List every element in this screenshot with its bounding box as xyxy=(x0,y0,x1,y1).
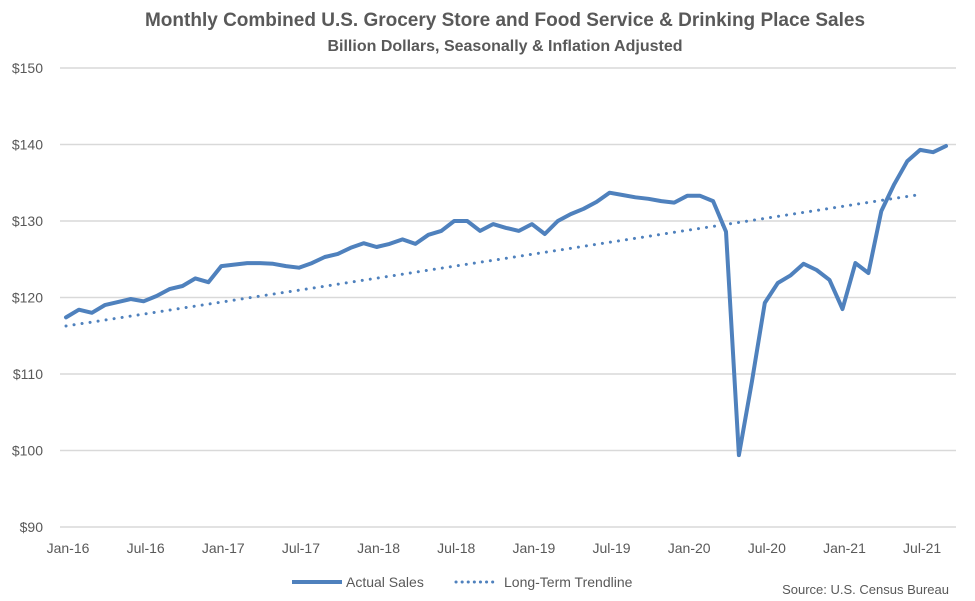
legend-trend-label: Long-Term Trendline xyxy=(504,574,633,590)
y-tick-label: $140 xyxy=(12,137,43,153)
y-tick-label: $120 xyxy=(12,290,43,306)
x-tick-label: Jul-17 xyxy=(282,540,320,556)
actual-sales-series xyxy=(64,144,948,458)
x-tick-label: Jan-17 xyxy=(202,540,245,556)
x-tick-label: Jan-19 xyxy=(512,540,555,556)
trendline-series xyxy=(64,193,922,328)
x-tick-label: Jul-19 xyxy=(592,540,630,556)
y-tick-label: $150 xyxy=(12,60,43,76)
x-tick-label: Jul-16 xyxy=(127,540,165,556)
legend-actual-label: Actual Sales xyxy=(346,574,424,590)
source-note: Source: U.S. Census Bureau xyxy=(782,582,949,597)
legend: Actual Sales Long-Term Trendline xyxy=(292,574,633,590)
x-tick-label: Jan-16 xyxy=(47,540,90,556)
x-tick-label: Jan-18 xyxy=(357,540,400,556)
x-tick-label: Jan-20 xyxy=(668,540,711,556)
chart-subtitle: Billion Dollars, Seasonally & Inflation … xyxy=(327,38,682,55)
x-axis-labels: Jan-16 Jul-16 Jan-17 Jul-17 Jan-18 Jul-18 Jan-… xyxy=(47,540,942,556)
y-tick-label: $90 xyxy=(20,519,44,535)
y-tick-label: $110 xyxy=(13,366,43,382)
x-tick-label: Jan-21 xyxy=(823,540,866,556)
y-axis-labels: $90 $100 $110 $120 $130 $140 $150 xyxy=(12,60,43,535)
y-tick-label: $130 xyxy=(12,213,43,229)
y-tick-label: $100 xyxy=(12,443,43,459)
x-tick-label: Jul-21 xyxy=(903,540,941,556)
gridlines xyxy=(60,67,956,528)
x-tick-label: Jul-20 xyxy=(748,540,786,556)
chart-title: Monthly Combined U.S. Grocery Store and … xyxy=(145,10,865,31)
x-tick-label: Jul-18 xyxy=(437,540,475,556)
